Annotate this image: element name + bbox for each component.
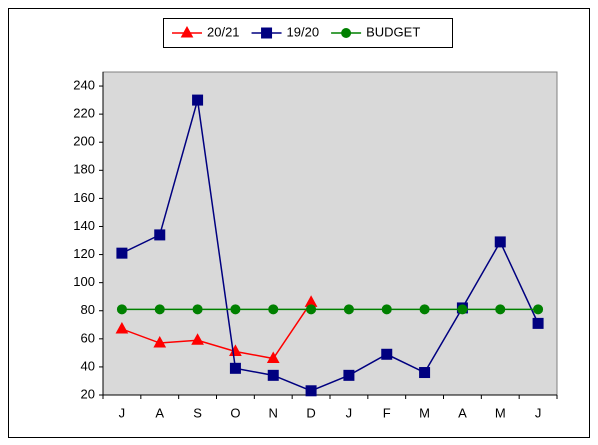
- x-tick-label: N: [269, 405, 278, 420]
- y-tick-label: 100: [73, 274, 95, 289]
- y-tick-label: 60: [81, 330, 95, 345]
- series-line: [121, 99, 539, 392]
- y-tick-label: 180: [73, 162, 95, 177]
- y-tick-label: 120: [73, 246, 95, 261]
- x-tick-label: D: [306, 405, 315, 420]
- data-point: [306, 304, 317, 315]
- y-tick-label: 20: [81, 386, 95, 401]
- y-tick-label: 80: [81, 302, 95, 317]
- data-point: [115, 321, 129, 334]
- data-point: [419, 304, 430, 315]
- y-tick-label: 240: [73, 77, 95, 92]
- data-point: [532, 317, 544, 329]
- series-line: [121, 301, 312, 360]
- data-point: [267, 369, 279, 381]
- data-point: [153, 336, 167, 348]
- y-tick-label: 200: [73, 134, 95, 149]
- x-tick-label: A: [155, 405, 164, 420]
- y-tick-label: 160: [73, 190, 95, 205]
- legend-marker: [341, 28, 352, 38]
- data-point: [343, 304, 354, 315]
- x-tick-label: O: [230, 405, 240, 420]
- x-tick-label: A: [458, 405, 467, 420]
- data-point: [154, 229, 166, 241]
- data-point: [457, 304, 468, 315]
- legend-label: 20/21: [207, 24, 240, 39]
- data-point: [419, 367, 431, 379]
- data-point: [191, 333, 204, 345]
- data-point: [116, 304, 127, 315]
- y-tick-label: 40: [81, 358, 95, 373]
- x-tick-label: F: [383, 405, 391, 420]
- data-point: [116, 247, 128, 259]
- x-tick-label: J: [346, 405, 353, 420]
- x-tick-label: M: [419, 405, 430, 420]
- plot-area: [102, 71, 558, 396]
- legend-marker: [261, 27, 273, 39]
- data-point: [381, 304, 392, 315]
- data-point: [343, 369, 355, 381]
- legend-label: BUDGET: [366, 24, 420, 39]
- data-point: [192, 304, 203, 315]
- data-point: [154, 304, 165, 315]
- legend-label: 19/20: [287, 24, 320, 39]
- data-point: [192, 94, 204, 106]
- data-point: [230, 304, 241, 315]
- legend-box: [163, 18, 453, 48]
- legend-marker: [180, 25, 194, 38]
- data-point: [381, 348, 393, 360]
- chart-layer: 20 40 60 80 100 120 140 160 180 200 220 240 J A S O N D J F…: [73, 24, 558, 420]
- x-tick-label: J: [535, 405, 542, 420]
- x-tick-label: J: [119, 405, 126, 420]
- data-point: [266, 351, 280, 363]
- data-point: [268, 304, 279, 315]
- y-tick-label: 140: [73, 218, 95, 233]
- y-tick-label: 220: [73, 106, 95, 121]
- x-tick-label: S: [193, 405, 202, 420]
- data-point: [494, 236, 506, 248]
- data-point: [533, 304, 544, 315]
- x-tick-label: M: [495, 405, 506, 420]
- data-point: [229, 362, 241, 374]
- data-point: [495, 304, 506, 315]
- data-point: [305, 385, 317, 397]
